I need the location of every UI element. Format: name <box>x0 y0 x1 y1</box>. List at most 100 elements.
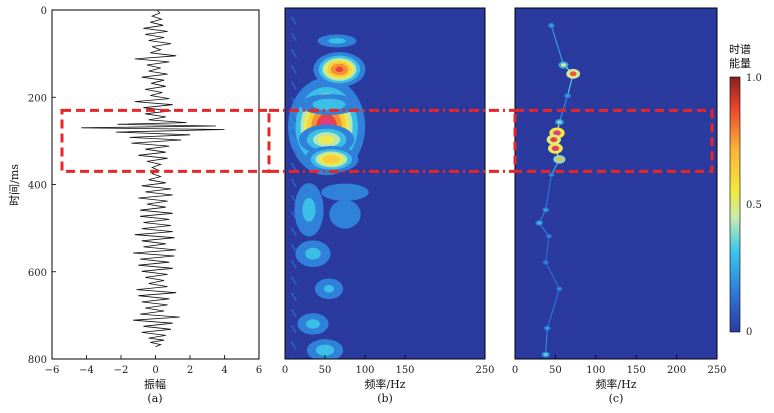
ridge-point <box>556 157 563 162</box>
highlight-box-c <box>513 108 714 173</box>
ridge-point <box>569 71 577 77</box>
ridge-segment <box>545 174 552 210</box>
heatmap-streak <box>290 292 297 301</box>
heatmap-streak <box>290 48 297 58</box>
ridge-segment <box>545 328 548 355</box>
x-tick-label: 50 <box>319 365 332 376</box>
panel-b: 0 50 100 150 250 频率/Hz (b) <box>282 7 495 405</box>
heatmap-contour <box>329 199 361 229</box>
heatmap-streak <box>290 81 297 90</box>
ridge-point <box>543 208 548 212</box>
panel-a-frame <box>51 9 260 360</box>
heatmap-streak <box>290 97 297 107</box>
heatmap-streak <box>290 113 297 123</box>
heatmap-streak <box>290 308 297 318</box>
panel-c-heatmap <box>515 8 717 359</box>
panel-a-y-tick-label: 600 <box>28 268 47 279</box>
heatmap-contour <box>322 155 341 164</box>
ridge-point <box>543 353 548 357</box>
colorbar-tick-mid: 0.5 <box>746 200 762 211</box>
colorbar-tick-max: 1.0 <box>746 73 762 84</box>
heatmap-streak <box>290 162 297 172</box>
heatmap-streak <box>290 16 297 25</box>
panel-c-x-ticks: 0 50 100 150 200 250 <box>512 355 727 376</box>
panel-a-x-label: 振幅 <box>144 377 166 391</box>
panel-a-x-tick-label: 2 <box>187 365 193 376</box>
ridge-segment <box>545 262 560 290</box>
panel-b-x-label: 频率/Hz <box>364 377 405 391</box>
colorbar-tick-min: 0 <box>746 327 752 338</box>
heatmap-streak <box>290 32 297 42</box>
waveform-trace <box>81 10 225 348</box>
panel-a-y-tick-label: 800 <box>28 355 47 366</box>
panel-a-x-tick-label: 0 <box>152 365 158 376</box>
panel-b-heatmap <box>285 8 485 359</box>
heatmap-streak <box>290 243 297 253</box>
caption-b: (b) <box>377 392 393 405</box>
colorbar-gradient <box>729 76 741 333</box>
heatmap-streak <box>290 211 297 220</box>
panel-a: −6 −4 −2 0 2 4 6 0 200 400 600 800 振幅 时间/ms (a) <box>8 6 262 405</box>
ridge-point <box>547 235 551 238</box>
heatmap-streak <box>290 341 297 350</box>
heatmap-contour <box>328 38 346 44</box>
highlight-annotation <box>60 108 714 173</box>
panel-a-y-label: 时间/ms <box>8 164 21 206</box>
x-tick-label: 150 <box>627 365 646 376</box>
panel-a-x-ticks: −6 −4 −2 0 2 4 6 <box>45 355 262 376</box>
panel-b-background <box>285 8 485 359</box>
panel-a-x-tick-label: 6 <box>256 365 262 376</box>
panel-a-x-tick-label: −2 <box>114 365 129 376</box>
heatmap-streak <box>290 65 297 74</box>
colorbar-title-line2: 能量 <box>729 56 751 70</box>
ridge-point <box>550 137 558 143</box>
heatmap-contour <box>306 319 320 329</box>
x-tick-label: 250 <box>707 365 726 376</box>
ridge-point <box>549 173 553 176</box>
ridge-segment <box>550 25 565 66</box>
caption-a: (a) <box>147 392 162 405</box>
heatmap-streak <box>290 130 297 139</box>
ridge-point <box>545 327 550 330</box>
panel-a-y-tick-label: 0 <box>41 6 47 17</box>
x-tick-label: 50 <box>549 365 562 376</box>
x-tick-label: 100 <box>586 365 605 376</box>
heatmap-streak <box>290 195 297 204</box>
x-tick-label: 100 <box>355 365 374 376</box>
panel-b-frame <box>284 7 486 360</box>
heatmap-streak <box>290 227 297 237</box>
x-tick-label: 150 <box>395 365 414 376</box>
heatmap-streak <box>290 146 297 155</box>
colorbar-title-line1: 时谱 <box>729 42 751 56</box>
heatmap-streak <box>290 259 297 269</box>
heatmap-contour <box>318 135 335 145</box>
caption-c: (c) <box>609 392 624 405</box>
heatmap-contour <box>312 98 346 111</box>
panel-a-y-ticks: 0 200 400 600 800 <box>28 6 56 366</box>
panel-a-x-tick-label: −4 <box>79 365 94 376</box>
heatmap-contour <box>305 247 321 260</box>
panel-c-x-label: 频率/Hz <box>595 377 636 391</box>
panel-a-x-tick-label: 4 <box>221 365 227 376</box>
ridge-point <box>557 287 562 290</box>
ridge-point <box>561 63 566 67</box>
ridge-segment <box>545 236 550 263</box>
colorbar: 时谱 能量 1.0 0.5 0 <box>729 42 762 338</box>
ridge-point <box>553 130 561 136</box>
panel-a-x-tick-label: −6 <box>45 365 60 376</box>
panel-c: 0 50 100 150 200 250 频率/Hz (c) <box>512 7 727 405</box>
heatmap-streak <box>290 276 297 285</box>
x-tick-label: 200 <box>667 365 686 376</box>
heatmap-contour <box>302 197 316 222</box>
heatmap-contour <box>323 285 335 293</box>
heatmap-contour <box>321 183 369 201</box>
panel-a-y-tick-label: 200 <box>28 93 47 104</box>
ridge-segment <box>546 288 561 329</box>
ridge-point <box>557 120 562 124</box>
ridge-point <box>565 94 570 97</box>
heatmap-contour <box>335 66 344 73</box>
heatmap-contour <box>315 344 335 356</box>
x-tick-label: 250 <box>475 365 494 376</box>
ridge-point <box>549 24 554 27</box>
